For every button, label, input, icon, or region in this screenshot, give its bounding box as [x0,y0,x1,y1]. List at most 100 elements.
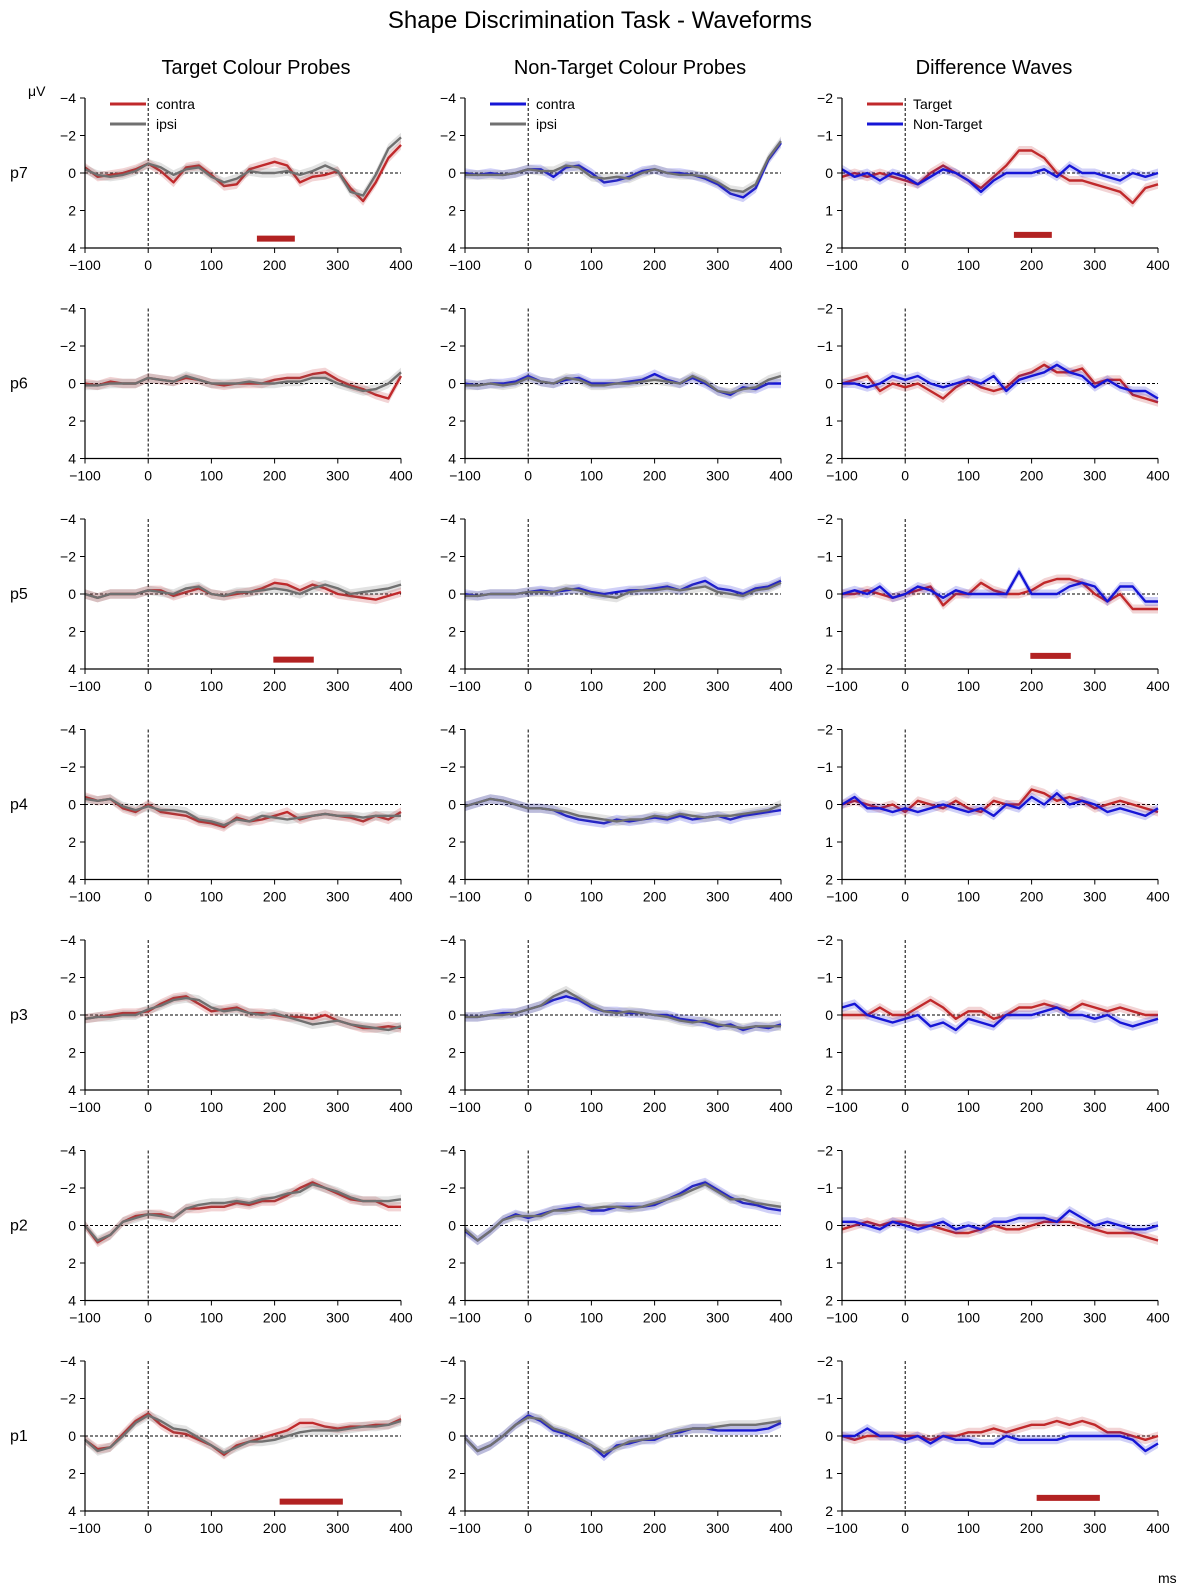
x-tick-label: 200 [1020,1310,1044,1326]
y-tick-label: −1 [817,759,833,775]
x-tick-label: 300 [706,468,730,484]
panel-p7-col2: −4 −2 0 2 4−100 0 100 200 300 400 contra ipsi [440,90,793,273]
x-tick-label: 0 [901,1099,909,1115]
error-band-non-target [842,999,1158,1035]
x-tick-label: −100 [449,678,481,694]
y-tick-label: −2 [440,1180,456,1196]
series-line-ipsi [84,136,402,197]
series-line-target [841,149,1159,205]
x-tick-label: 300 [326,1310,350,1326]
panel-p2-col2: −4 −2 0 2 4−100 0 100 200 300 400 [440,1143,793,1326]
x-tick-label: 100 [580,257,604,273]
panel-p3-col2: −4 −2 0 2 4−100 0 100 200 300 400 [440,932,793,1115]
y-tick-label: −4 [60,932,76,948]
error-band-target [842,360,1158,407]
error-band-contra [85,1408,401,1460]
error-band-ipsi [465,136,781,197]
error-band-ipsi [465,578,781,603]
y-tick-label: 1 [825,1045,833,1061]
x-tick-label: 100 [580,678,604,694]
y-tick-label: −4 [60,1143,76,1159]
legend-label: ipsi [536,116,557,132]
x-tick-label: 100 [200,468,224,484]
y-tick-label: 0 [448,1218,456,1234]
significance-bar [1030,652,1071,659]
y-tick-label: 1 [825,203,833,219]
x-tick-label: 100 [200,257,224,273]
y-tick-label: 4 [448,451,456,467]
y-tick-label: 1 [825,1255,833,1271]
x-tick-label: 300 [1083,257,1107,273]
y-tick-label: 2 [448,1466,456,1482]
x-tick-label: 0 [524,257,532,273]
x-tick-label: 100 [200,1310,224,1326]
x-tick-label: 400 [769,889,793,905]
x-tick-label: 100 [200,1520,224,1536]
x-tick-label: 200 [643,1310,667,1326]
x-tick-label: −100 [449,1520,481,1536]
x-tick-label: −100 [449,1099,481,1115]
x-tick-label: 300 [326,1520,350,1536]
y-tick-label: −2 [60,549,76,565]
series-line-ipsi [464,797,782,823]
x-tick-label: 400 [389,1310,413,1326]
x-tick-label: 300 [326,889,350,905]
y-tick-label: −4 [60,722,76,738]
x-tick-label: 200 [263,468,287,484]
panel-p5-col2: −4 −2 0 2 4−100 0 100 200 300 400 [440,511,793,694]
y-tick-label: −2 [60,1391,76,1407]
y-tick-label: −2 [60,1180,76,1196]
y-tick-label: −2 [817,301,833,317]
y-tick-label: −4 [440,1353,456,1369]
y-tick-label: −2 [60,970,76,986]
series-line-ipsi [84,996,402,1032]
y-tick-label: 0 [68,1218,76,1234]
y-tick-label: −2 [817,90,833,106]
x-tick-label: 300 [706,678,730,694]
error-band-target [842,785,1158,817]
y-tick-label: 4 [448,661,456,677]
panel-p6-col3: −2 −1 0 1 2−100 0 100 200 300 400 [817,301,1170,484]
panel-p1-col2: −4 −2 0 2 4−100 0 100 200 300 400 [440,1353,793,1536]
x-tick-label: −100 [449,889,481,905]
y-tick-label: 4 [68,1293,76,1309]
figure-title: Shape Discrimination Task - Waveforms [388,7,812,34]
y-tick-label: −2 [817,1353,833,1369]
x-tick-label: 100 [580,1520,604,1536]
y-tick-label: −2 [817,511,833,527]
y-tick-label: 2 [825,872,833,888]
y-tick-label: −2 [60,128,76,144]
x-unit-label: ms [1158,1570,1177,1586]
y-tick-label: 2 [825,1503,833,1519]
error-band-ipsi [85,1410,401,1458]
series-line-target [842,998,1158,1020]
legend-label: Target [913,96,952,112]
significance-bar [279,1498,343,1505]
x-tick-label: 400 [769,1310,793,1326]
error-band-ipsi [85,1179,401,1246]
x-tick-label: 400 [1146,1099,1170,1115]
error-band-contra [85,792,401,832]
x-tick-label: 300 [326,678,350,694]
y-tick-label: −4 [440,722,456,738]
y-tick-label: 2 [68,1045,76,1061]
x-tick-label: 200 [1020,257,1044,273]
x-tick-label: 300 [326,468,350,484]
x-tick-label: 200 [1020,468,1044,484]
x-tick-label: 0 [144,678,152,694]
series-line-non-target [841,164,1159,194]
y-tick-label: 1 [825,624,833,640]
y-tick-label: 2 [68,1255,76,1271]
x-tick-label: 400 [389,468,413,484]
series-line-ipsi [465,374,782,395]
x-tick-label: 100 [200,678,224,694]
x-tick-label: 200 [643,1099,667,1115]
x-tick-label: 100 [580,889,604,905]
legend-label: contra [536,96,575,112]
x-tick-label: −100 [69,1520,101,1536]
error-band-non-target [842,788,1158,821]
y-tick-label: −2 [60,759,76,775]
x-tick-label: 0 [144,1310,152,1326]
y-unit-label: μV [28,83,46,99]
error-band-ipsi [465,1179,781,1246]
